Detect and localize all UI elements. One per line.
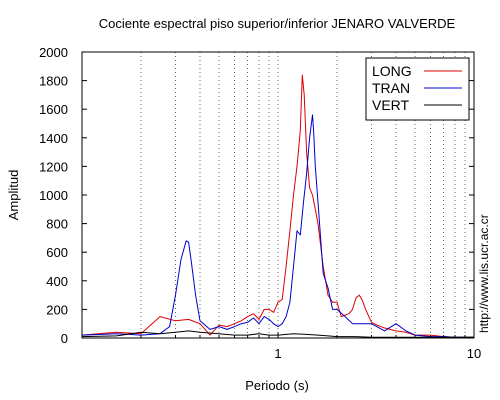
y-tick-label: 1800: [39, 74, 68, 89]
y-axis-title: Amplitud: [6, 170, 21, 221]
legend-box: [365, 57, 470, 121]
y-axis-ticks: 0 200 400 600 800 1000 1200 1400 1600 1800 2000: [39, 45, 474, 346]
x-axis-ticks: 1 10: [140, 332, 481, 361]
y-tick-label: 600: [46, 245, 68, 260]
legend-label-vert: VERT: [372, 97, 410, 113]
chart-title: Cociente espectral piso superior/inferio…: [99, 16, 456, 31]
y-tick-label: 0: [61, 331, 68, 346]
y-tick-label: 2000: [39, 45, 68, 60]
y-tick-label: 1200: [39, 159, 68, 174]
y-tick-label: 1400: [39, 131, 68, 146]
legend-label-long: LONG: [372, 63, 412, 79]
y-tick-label: 1600: [39, 102, 68, 117]
y-tick-label: 800: [46, 217, 68, 232]
y-tick-label: 400: [46, 274, 68, 289]
y-tick-label: 200: [46, 302, 68, 317]
series-line-tran: [81, 114, 474, 338]
x-tick-label: 1: [274, 346, 281, 361]
legend-label-tran: TRAN: [372, 80, 410, 96]
y-tick-label: 1000: [39, 188, 68, 203]
x-tick-label: 10: [467, 346, 481, 361]
website-url: http://www.lis.ucr.ac.cr: [477, 214, 491, 333]
series-line-long: [81, 74, 474, 338]
x-axis-title: Periodo (s): [245, 378, 309, 393]
